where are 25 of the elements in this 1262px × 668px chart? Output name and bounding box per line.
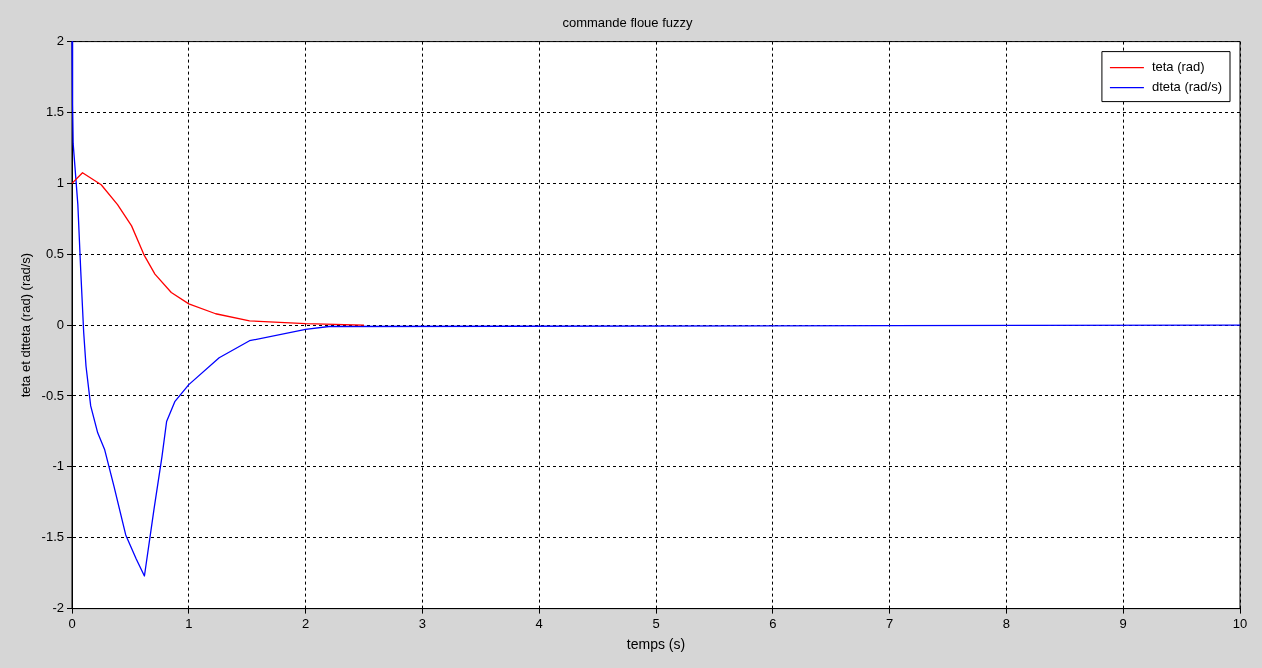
y-tick-label: -1 (52, 458, 64, 474)
x-axis-title: temps (s) (626, 636, 686, 653)
x-tick-label: 0 (68, 615, 76, 631)
x-tick-label: 6 (769, 615, 777, 631)
x-tick-label: 4 (535, 615, 543, 631)
y-tick-label: -1.5 (41, 529, 64, 545)
chart-title: commande floue fuzzy (562, 15, 694, 31)
y-tick-label: 0.5 (45, 245, 64, 261)
x-tick-label: 1 (185, 615, 193, 631)
y-tick-label: 1 (56, 174, 64, 190)
legend-label: teta (rad) (1151, 59, 1205, 75)
y-tick-label: -0.5 (41, 387, 64, 403)
y-tick-label: 0 (56, 316, 64, 332)
x-tick-label: 3 (418, 615, 427, 631)
y-tick-label: -2 (52, 600, 64, 616)
y-axis-title: teta et dtteta (rad) (rad/s) (18, 252, 34, 398)
x-tick-label: 7 (885, 615, 894, 631)
legend-label: dteta (rad/s) (1151, 79, 1223, 95)
x-tick-label: 5 (652, 615, 660, 631)
x-tick-label: 10 (1232, 615, 1248, 631)
x-tick-label: 9 (1119, 615, 1127, 631)
x-tick-label: 8 (1002, 615, 1011, 631)
x-tick-label: 2 (301, 615, 310, 631)
y-tick-label: 1.5 (45, 104, 64, 120)
y-tick-label: 2 (56, 33, 64, 49)
